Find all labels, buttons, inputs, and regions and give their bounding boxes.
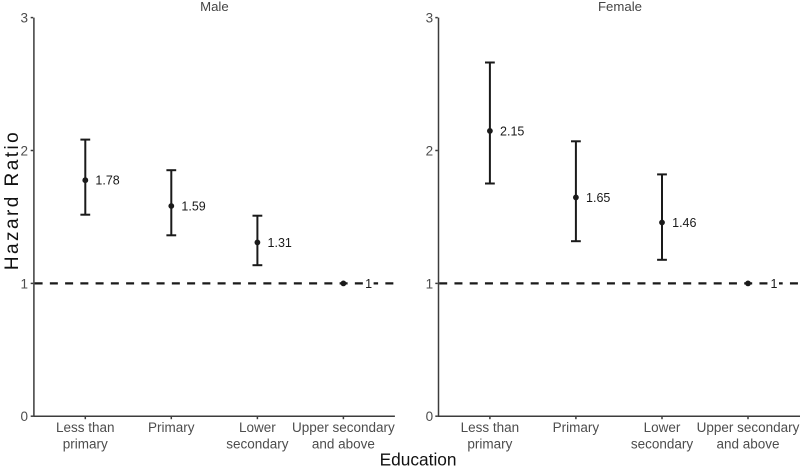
- svg-text:Education: Education: [380, 450, 457, 470]
- svg-text:and above: and above: [716, 437, 779, 452]
- svg-text:Upper secondary: Upper secondary: [292, 420, 395, 435]
- svg-text:1: 1: [771, 277, 778, 291]
- svg-text:3: 3: [20, 11, 28, 26]
- svg-text:and above: and above: [312, 437, 375, 452]
- svg-text:0: 0: [20, 409, 28, 424]
- svg-text:secondary: secondary: [226, 437, 289, 452]
- svg-text:2: 2: [20, 143, 28, 158]
- svg-text:Lower: Lower: [644, 420, 681, 435]
- svg-text:1.31: 1.31: [268, 236, 292, 250]
- svg-text:1: 1: [426, 276, 434, 291]
- svg-text:secondary: secondary: [631, 437, 694, 452]
- svg-text:Upper secondary: Upper secondary: [697, 420, 800, 435]
- svg-text:Primary: Primary: [148, 420, 195, 435]
- svg-text:2: 2: [426, 143, 434, 158]
- svg-text:1.78: 1.78: [95, 174, 119, 188]
- svg-text:Hazard Ratio: Hazard Ratio: [2, 130, 23, 270]
- svg-text:Female: Female: [598, 0, 642, 14]
- svg-text:3: 3: [426, 11, 434, 26]
- svg-text:primary: primary: [467, 437, 512, 452]
- svg-text:1.46: 1.46: [672, 216, 696, 230]
- svg-text:Primary: Primary: [553, 420, 600, 435]
- svg-text:2.15: 2.15: [500, 124, 524, 138]
- svg-text:primary: primary: [63, 437, 108, 452]
- svg-text:Male: Male: [200, 0, 229, 14]
- svg-text:Less than: Less than: [56, 420, 115, 435]
- svg-text:1.65: 1.65: [586, 191, 610, 205]
- svg-text:Lower: Lower: [239, 420, 276, 435]
- svg-text:0: 0: [426, 409, 434, 424]
- svg-text:1.59: 1.59: [181, 200, 205, 214]
- svg-text:1: 1: [365, 277, 372, 291]
- svg-text:1: 1: [20, 276, 28, 291]
- svg-text:Less than: Less than: [461, 420, 520, 435]
